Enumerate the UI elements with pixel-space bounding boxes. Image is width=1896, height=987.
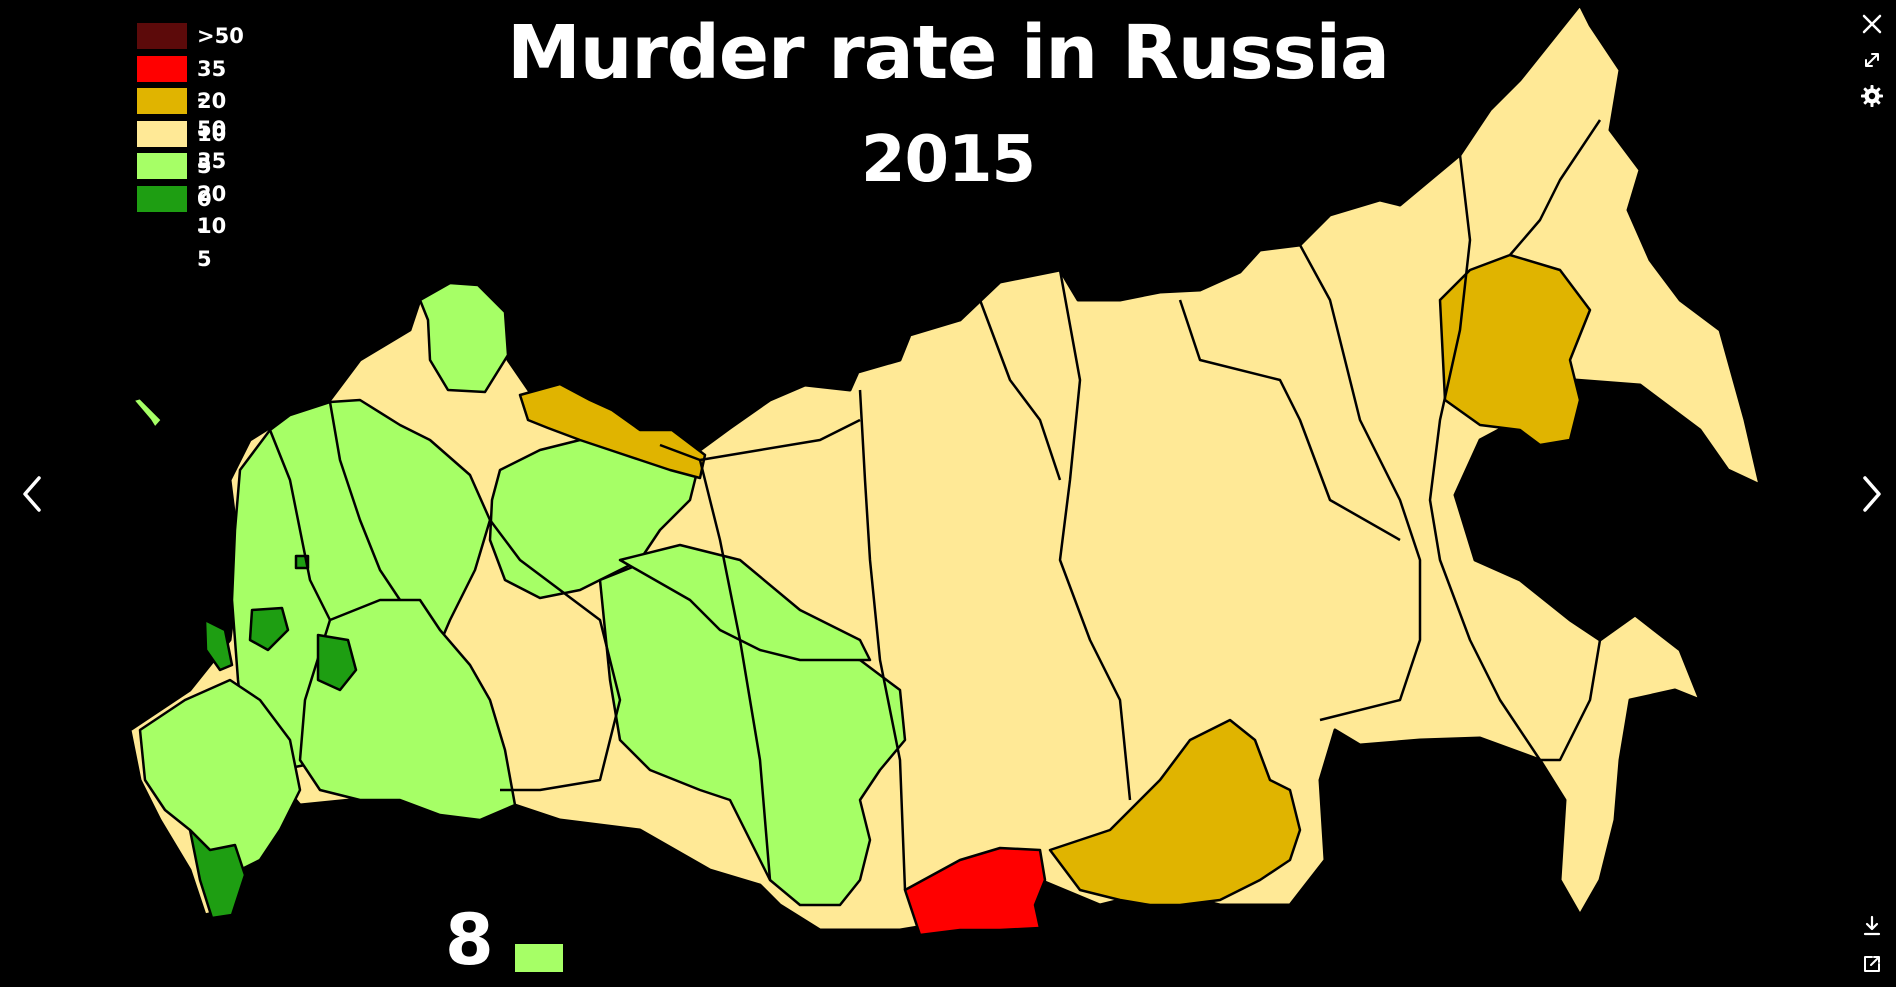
region-murmansk (418, 281, 510, 394)
previous-image-button[interactable] (10, 472, 54, 516)
share-button[interactable] (1850, 942, 1894, 986)
close-button[interactable] (1850, 2, 1894, 46)
region-tuva (903, 846, 1047, 937)
region-kursk (248, 606, 290, 652)
legend-label: 5 - 10 (197, 154, 227, 238)
border-line (1540, 639, 1602, 762)
region-volga-group (298, 598, 517, 822)
border-line (1178, 299, 1401, 542)
region-north-caucasus (188, 828, 247, 920)
legend-swatch (137, 185, 187, 212)
legend-swatch (137, 153, 187, 179)
border-line (858, 389, 907, 891)
legend-swatch (137, 120, 187, 147)
next-image-button[interactable] (1850, 472, 1894, 516)
border-line (489, 519, 622, 792)
border-line (1058, 269, 1132, 801)
legend-label: 0 - 5 (197, 186, 212, 271)
chevron-left-icon (23, 476, 41, 512)
legend-label: 20 - 35 (197, 89, 227, 173)
share-icon (1864, 956, 1880, 972)
bottom-value-label: 8 (445, 899, 494, 981)
border-line (698, 459, 772, 881)
region-buryatia (1048, 718, 1302, 907)
gear-icon (1861, 85, 1883, 107)
border-line (328, 401, 402, 601)
chevron-right-icon (1863, 476, 1881, 512)
region-nenets (518, 382, 707, 480)
bottom-value-swatch (515, 944, 563, 972)
border-line (659, 418, 861, 462)
legend-swatch (137, 88, 187, 114)
border-line (268, 429, 332, 621)
legend-swatch (137, 23, 187, 49)
download-button[interactable] (1850, 904, 1894, 948)
border-line (1428, 154, 1542, 761)
border-line (978, 299, 1062, 481)
legend-label: >50 (197, 24, 244, 48)
region-voronezh (316, 633, 358, 692)
download-icon (1863, 915, 1881, 936)
legend-label: 35 - 50 (197, 56, 227, 141)
close-icon (1862, 14, 1882, 34)
expand-icon (1865, 53, 1879, 67)
region-belgorod (203, 618, 234, 672)
region-kaliningrad (131, 396, 164, 430)
map-title: Murder rate in Russia (507, 10, 1390, 96)
map-year: 2015 (860, 123, 1036, 197)
border-line (1298, 244, 1422, 722)
legend-swatch (137, 55, 187, 82)
region-south-group (138, 678, 302, 872)
legend-label: 10 - 20 (197, 121, 227, 206)
settings-button[interactable] (1850, 74, 1894, 118)
fullscreen-button[interactable] (1850, 38, 1894, 82)
border-line (1509, 119, 1602, 256)
region-khanty-tomsk-group (618, 543, 872, 662)
